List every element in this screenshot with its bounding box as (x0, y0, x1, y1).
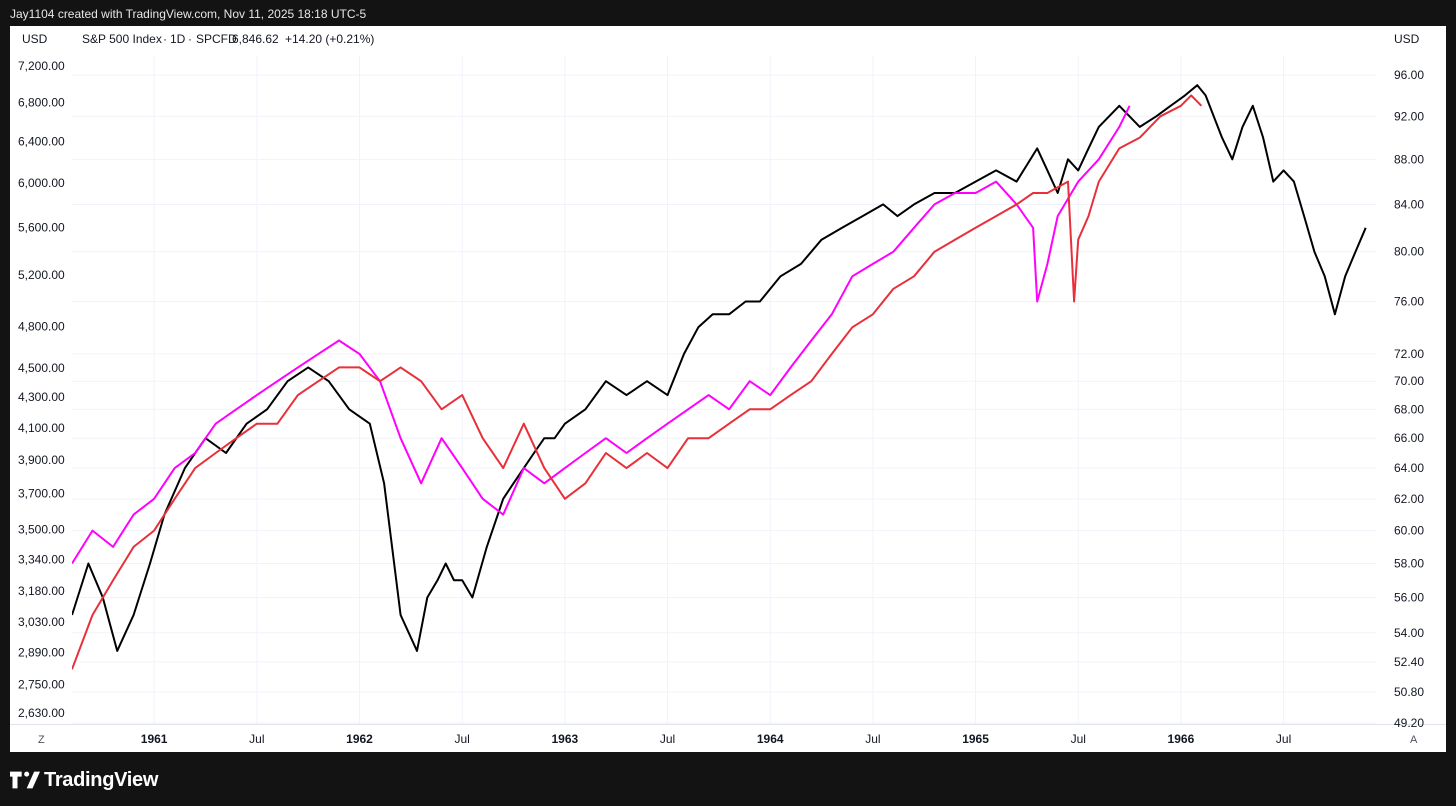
left-axis-tick-label: 2,630.00 (18, 706, 65, 720)
series-line-1 (71, 84, 1367, 652)
attribution-header: Jay1104 created with TradingView.com, No… (0, 0, 1456, 26)
price-chart[interactable]: 7,200.00 6,800.00 6,400.00 6,000.00 5,600.00… (10, 26, 1446, 752)
time-axis-tick-label: Jul (865, 732, 880, 746)
left-axis-tick-label: 2,890.00 (18, 645, 65, 659)
right-axis-tick-label: 50.80 (1394, 685, 1424, 699)
legend-separator-2: · (188, 32, 192, 46)
time-axis-tick-label: 1961 (141, 732, 168, 746)
series-line-2 (71, 105, 1131, 565)
legend-interval: 1D (170, 32, 186, 46)
time-axis-tick-label: Jul (660, 732, 675, 746)
left-axis-tick-label: 4,100.00 (18, 421, 65, 435)
right-axis-tick-label: 62.00 (1394, 492, 1424, 506)
left-axis-tick-label: 3,030.00 (18, 615, 65, 629)
left-axis-tick-label: 6,800.00 (18, 96, 65, 110)
left-axis-tick-label: 6,400.00 (18, 135, 65, 149)
auto-scale-button[interactable]: A (1410, 734, 1418, 746)
left-axis-background (10, 26, 72, 752)
right-axis-background (1376, 26, 1446, 752)
right-axis-tick-label: 92.00 (1394, 109, 1424, 123)
left-axis-tick-label: 4,800.00 (18, 319, 65, 333)
right-axis-tick-label: 64.00 (1394, 461, 1424, 475)
right-axis-tick-label: 66.00 (1394, 431, 1424, 445)
right-axis-tick-label: 52.40 (1394, 655, 1424, 669)
right-axis-tick-label: 49.20 (1394, 716, 1424, 730)
grid (72, 56, 1376, 724)
right-axis-tick-label: 70.00 (1394, 374, 1424, 388)
left-axis-tick-label: 3,900.00 (18, 453, 65, 467)
right-axis-tick-label: 60.00 (1394, 524, 1424, 538)
left-axis-tick-label: 3,500.00 (18, 522, 65, 536)
legend-last-value: 6,846.62 (232, 32, 279, 46)
left-currency-label: USD (22, 32, 48, 46)
left-axis-tick-label: 3,180.00 (18, 584, 65, 598)
time-axis[interactable]: 1961 Jul 1962 Jul 1963 Jul 1964 Jul 1965 Jul 1966 J… (141, 732, 1291, 746)
footer: TradingView (0, 752, 1456, 806)
left-price-axis[interactable]: 7,200.00 6,800.00 6,400.00 6,000.00 5,600.00… (18, 59, 65, 720)
right-axis-tick-label: 58.00 (1394, 556, 1424, 570)
right-axis-tick-label: 56.00 (1394, 591, 1424, 605)
right-axis-tick-label: 84.00 (1394, 197, 1424, 211)
right-price-axis[interactable]: 96.00 92.00 88.00 84.00 80.00 76.00 72.00 70.00… (1394, 68, 1424, 730)
tradingview-wordmark: TradingView (44, 768, 159, 791)
series-line-3 (71, 94, 1203, 670)
chart-panel[interactable]: 7,200.00 6,800.00 6,400.00 6,000.00 5,600.00… (10, 26, 1446, 752)
left-axis-tick-label: 2,750.00 (18, 677, 65, 691)
left-axis-tick-label: 3,340.00 (18, 552, 65, 566)
left-axis-tick-label: 4,500.00 (18, 361, 65, 375)
time-axis-tick-label: 1964 (757, 732, 784, 746)
tradingview-logo-icon (10, 771, 40, 789)
series-layer (71, 84, 1367, 670)
right-axis-tick-label: 54.00 (1394, 626, 1424, 640)
right-currency-label: USD (1394, 32, 1420, 46)
legend-separator-1: · (163, 32, 167, 46)
left-axis-tick-label: 7,200.00 (18, 59, 65, 73)
time-axis-tick-label: 1965 (962, 732, 989, 746)
legend-symbol-name[interactable]: S&P 500 Index (82, 32, 162, 46)
right-axis-tick-label: 96.00 (1394, 68, 1424, 82)
time-axis-tick-label: 1962 (346, 732, 373, 746)
left-axis-tick-label: 4,300.00 (18, 390, 65, 404)
legend-change: +14.20 (+0.21%) (285, 32, 374, 46)
time-axis-background (10, 724, 1446, 752)
left-axis-tick-label: 3,700.00 (18, 487, 65, 501)
attribution-text: Jay1104 created with TradingView.com, No… (10, 7, 367, 21)
time-axis-tick-label: Jul (455, 732, 470, 746)
right-axis-tick-label: 68.00 (1394, 402, 1424, 416)
left-axis-tick-label: 6,000.00 (18, 176, 65, 190)
left-axis-tick-label: 5,200.00 (18, 268, 65, 282)
legend-source: SPCFD (196, 32, 237, 46)
right-axis-tick-label: 88.00 (1394, 152, 1424, 166)
right-axis-tick-label: 72.00 (1394, 347, 1424, 361)
right-axis-tick-label: 76.00 (1394, 294, 1424, 308)
tradingview-logo[interactable]: TradingView (10, 768, 158, 792)
left-axis-tick-label: 5,600.00 (18, 220, 65, 234)
time-axis-tick-label: Jul (249, 732, 264, 746)
time-axis-tick-label: Jul (1071, 732, 1086, 746)
time-axis-tick-label: 1966 (1168, 732, 1195, 746)
time-axis-tick-label: 1963 (551, 732, 578, 746)
zoom-button[interactable]: Z (38, 734, 45, 746)
time-axis-tick-label: Jul (1276, 732, 1291, 746)
right-axis-tick-label: 80.00 (1394, 245, 1424, 259)
